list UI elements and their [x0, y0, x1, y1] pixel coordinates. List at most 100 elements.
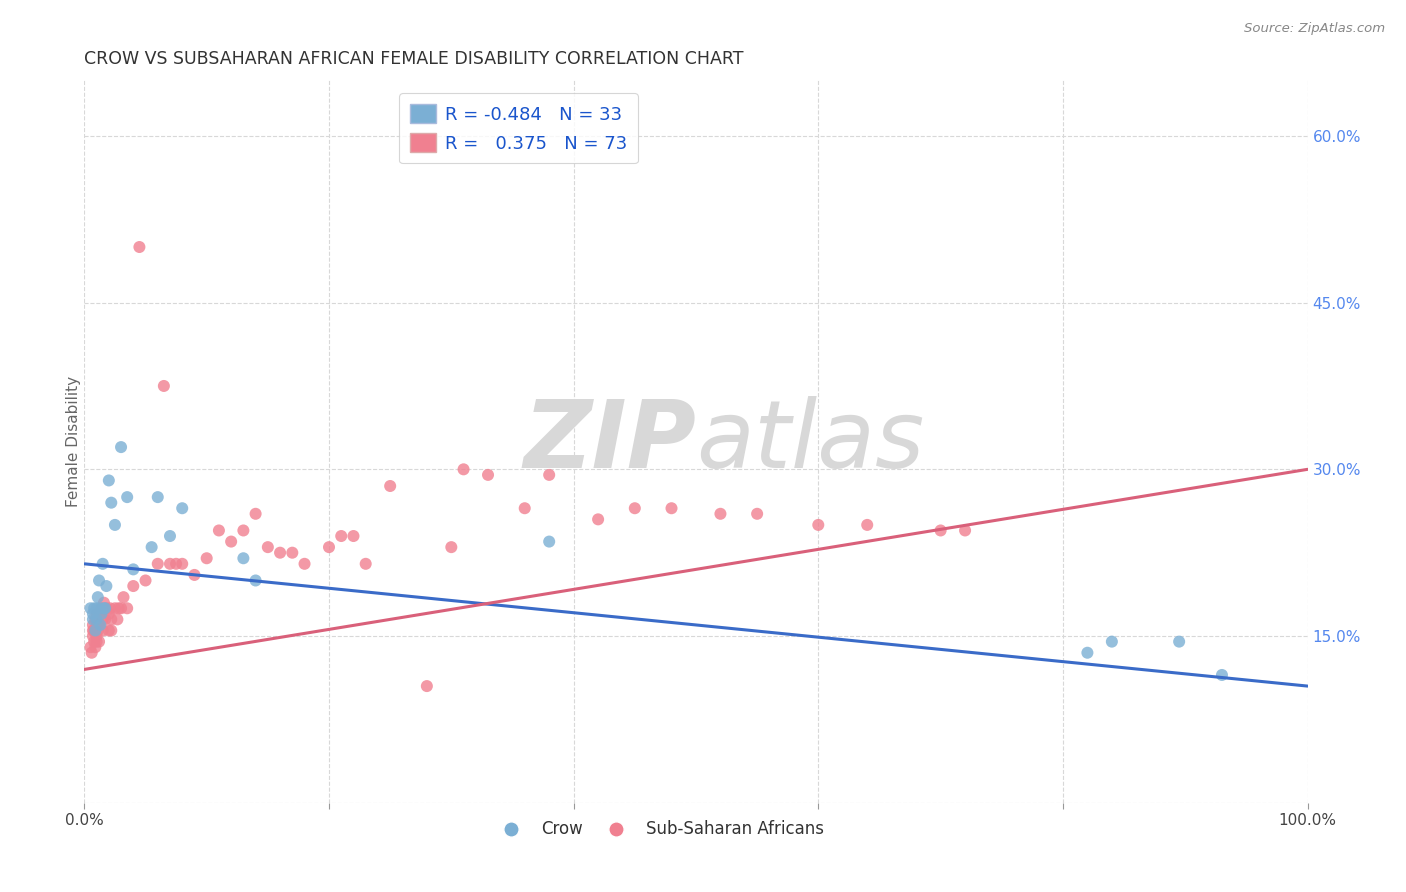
Point	[84, 612, 107, 626]
Point	[104, 517, 127, 532]
Point	[96, 601, 118, 615]
Text: Source: ZipAtlas.com: Source: ZipAtlas.com	[1244, 22, 1385, 36]
Point	[661, 501, 683, 516]
Point	[141, 540, 163, 554]
Point	[86, 629, 108, 643]
Point	[84, 624, 107, 638]
Point	[245, 574, 267, 588]
Text: CROW VS SUBSAHARAN AFRICAN FEMALE DISABILITY CORRELATION CHART: CROW VS SUBSAHARAN AFRICAN FEMALE DISABI…	[84, 50, 744, 68]
Point	[269, 546, 291, 560]
Legend: Crow, Sub-Saharan Africans: Crow, Sub-Saharan Africans	[488, 814, 831, 845]
Point	[105, 612, 128, 626]
Point	[281, 546, 304, 560]
Point	[83, 634, 105, 648]
Point	[112, 590, 135, 604]
Point	[294, 557, 316, 571]
Point	[97, 607, 120, 621]
Point	[416, 679, 439, 693]
Point	[82, 618, 104, 632]
Point	[84, 640, 107, 655]
Point	[94, 612, 117, 626]
Point	[807, 517, 830, 532]
Point	[538, 534, 561, 549]
Point	[159, 557, 181, 571]
Point	[195, 551, 218, 566]
Point	[80, 646, 103, 660]
Point	[122, 562, 145, 576]
Point	[146, 490, 169, 504]
Point	[219, 534, 242, 549]
Point	[100, 612, 122, 626]
Point	[953, 524, 976, 538]
Point	[1168, 634, 1191, 648]
Point	[100, 496, 122, 510]
Point	[257, 540, 280, 554]
Point	[1211, 668, 1233, 682]
Point	[153, 379, 176, 393]
Point	[89, 601, 111, 615]
Point	[86, 607, 108, 621]
Point	[82, 624, 104, 638]
Point	[330, 529, 353, 543]
Point	[87, 634, 110, 648]
Point	[79, 640, 101, 655]
Y-axis label: Female Disability: Female Disability	[66, 376, 80, 508]
Point	[172, 557, 194, 571]
Point	[477, 467, 499, 482]
Point	[86, 612, 108, 626]
Point	[96, 579, 118, 593]
Point	[82, 607, 104, 621]
Point	[165, 557, 187, 571]
Point	[97, 624, 120, 638]
Point	[183, 568, 205, 582]
Point	[115, 601, 138, 615]
Point	[86, 618, 108, 632]
Point	[380, 479, 402, 493]
Point	[232, 524, 254, 538]
Point	[82, 612, 104, 626]
Point	[98, 601, 121, 615]
Point	[100, 624, 122, 638]
Point	[172, 501, 194, 516]
Point	[709, 507, 731, 521]
Point	[110, 440, 132, 454]
Point	[83, 624, 105, 638]
Point	[110, 601, 132, 615]
Point	[93, 601, 115, 615]
Point	[86, 634, 108, 648]
Point	[90, 607, 112, 621]
Point	[86, 601, 108, 615]
Point	[538, 467, 561, 482]
Point	[146, 557, 169, 571]
Point	[87, 574, 110, 588]
Point	[97, 474, 120, 488]
Point	[747, 507, 769, 521]
Point	[586, 512, 609, 526]
Point	[513, 501, 536, 516]
Point	[354, 557, 377, 571]
Point	[87, 624, 110, 638]
Point	[342, 529, 364, 543]
Point	[624, 501, 647, 516]
Point	[87, 618, 110, 632]
Point	[83, 601, 105, 615]
Point	[94, 601, 117, 615]
Point	[453, 462, 475, 476]
Point	[208, 524, 231, 538]
Point	[440, 540, 463, 554]
Point	[93, 596, 115, 610]
Text: atlas: atlas	[696, 396, 924, 487]
Text: ZIP: ZIP	[523, 395, 696, 488]
Point	[245, 507, 267, 521]
Point	[122, 579, 145, 593]
Point	[91, 612, 114, 626]
Point	[929, 524, 952, 538]
Point	[91, 557, 114, 571]
Point	[318, 540, 340, 554]
Point	[856, 517, 879, 532]
Point	[159, 529, 181, 543]
Point	[90, 601, 112, 615]
Point	[232, 551, 254, 566]
Point	[87, 590, 110, 604]
Point	[1076, 646, 1098, 660]
